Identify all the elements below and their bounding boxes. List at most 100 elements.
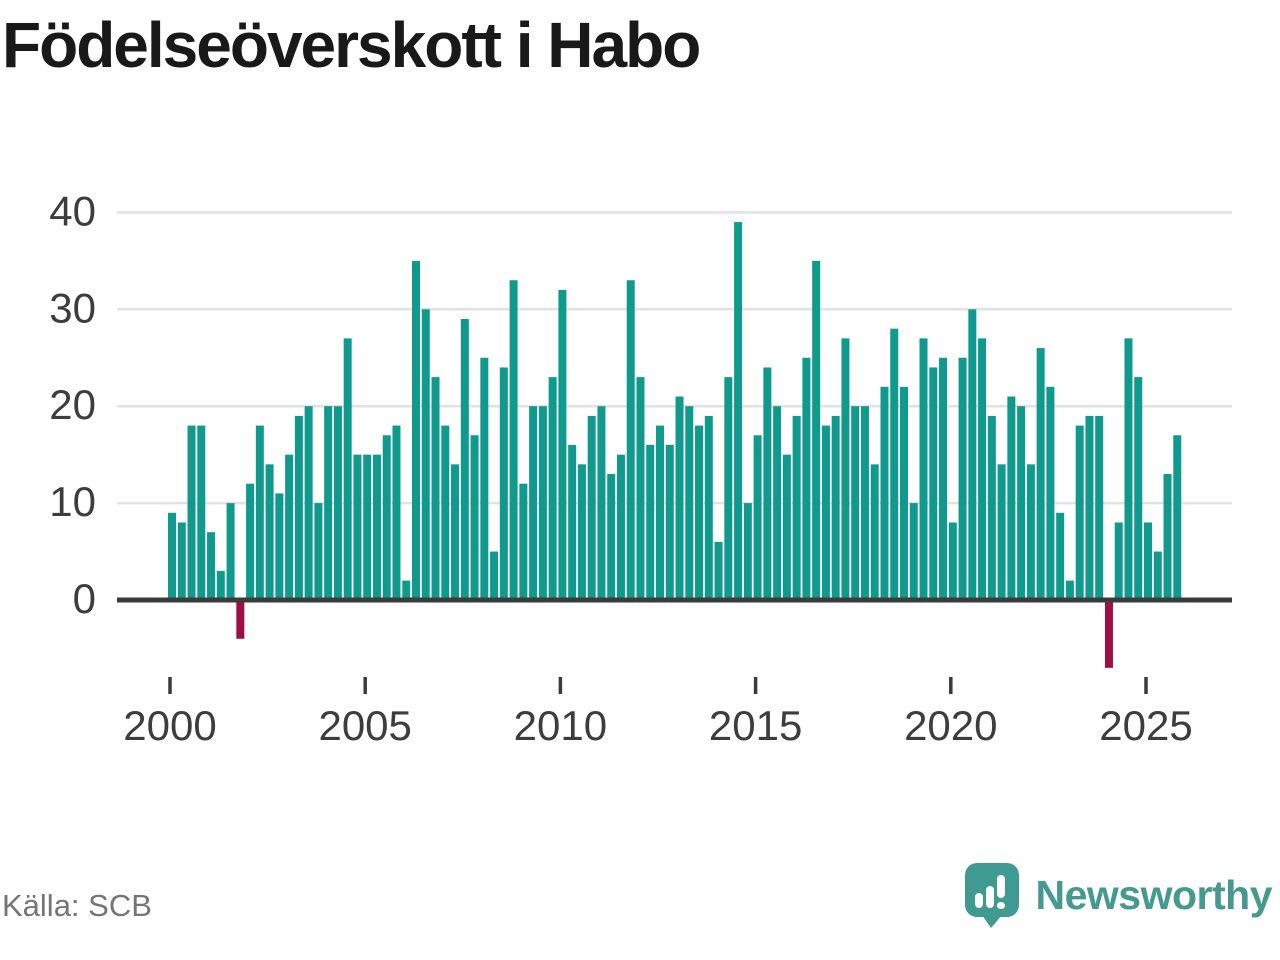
- bar-2002-Q4: [275, 493, 284, 600]
- bar-2013-Q1: [675, 396, 684, 600]
- bar-2003-Q1: [285, 454, 294, 600]
- bar-2002-Q3: [265, 464, 274, 600]
- bar-2008-Q1: [480, 357, 489, 600]
- bar-2016-Q1: [792, 415, 801, 600]
- bar-2001-Q2: [216, 570, 225, 600]
- bar-2000-Q2: [177, 522, 186, 600]
- bar-2018-Q2: [880, 386, 889, 600]
- bar-2018-Q4: [900, 386, 908, 600]
- bar-2006-Q1: [402, 580, 411, 600]
- bar-2025-Q4: [1173, 435, 1182, 600]
- bar-2000-Q3: [187, 425, 196, 600]
- bar-2011-Q2: [607, 474, 616, 600]
- bar-2004-Q1: [324, 406, 333, 600]
- bar-2016-Q4: [821, 425, 830, 600]
- bar-2006-Q4: [431, 377, 440, 600]
- bar-2019-Q1: [909, 503, 918, 600]
- x-tick-label-2010: 2010: [514, 702, 607, 749]
- bar-2001-Q4: [236, 602, 245, 639]
- bar-2005-Q4: [392, 425, 401, 600]
- bar-2006-Q3: [421, 309, 430, 600]
- bar-2023-Q1: [1065, 580, 1074, 600]
- bar-2004-Q4: [353, 454, 362, 600]
- bar-2017-Q1: [831, 415, 840, 600]
- x-tick-label-2025: 2025: [1099, 702, 1192, 749]
- bar-2017-Q2: [841, 338, 850, 600]
- bar-2012-Q1: [636, 377, 645, 600]
- bar-2015-Q1: [753, 435, 762, 600]
- bar-2009-Q1: [519, 483, 528, 600]
- bar-2007-Q3: [460, 318, 469, 600]
- y-tick-label-30: 30: [49, 284, 96, 331]
- bar-2023-Q4: [1095, 415, 1104, 600]
- newsworthy-bubble-icon: [964, 863, 1019, 928]
- bar-2010-Q2: [568, 444, 577, 600]
- bar-2008-Q4: [509, 280, 518, 600]
- bar-2006-Q2: [412, 260, 420, 600]
- bar-2011-Q3: [616, 454, 625, 600]
- bar-2020-Q1: [948, 522, 957, 600]
- bar-2015-Q3: [773, 406, 782, 600]
- x-tick-label-2015: 2015: [709, 702, 802, 749]
- bar-2004-Q2: [333, 406, 342, 600]
- bar-2021-Q2: [997, 464, 1006, 600]
- bar-2024-Q4: [1134, 377, 1143, 600]
- newsworthy-wordmark: Newsworthy: [1035, 871, 1273, 918]
- y-tick-label-0: 0: [73, 575, 96, 622]
- y-tick-label-20: 20: [49, 381, 96, 428]
- bar-2003-Q2: [294, 415, 303, 600]
- bar-2023-Q3: [1085, 415, 1094, 600]
- bar-2010-Q4: [587, 415, 596, 600]
- bar-2011-Q1: [597, 406, 606, 600]
- bar-2008-Q2: [490, 551, 499, 600]
- x-tick-label-2000: 2000: [123, 702, 216, 749]
- bar-2012-Q2: [646, 444, 655, 600]
- bar-2002-Q2: [255, 425, 264, 600]
- bar-2014-Q2: [724, 377, 733, 600]
- bar-2019-Q3: [929, 367, 938, 600]
- bar-2005-Q1: [363, 454, 372, 600]
- bar-2024-Q3: [1124, 338, 1133, 600]
- bar-2019-Q2: [919, 338, 928, 600]
- bar-2021-Q3: [1007, 396, 1016, 600]
- bar-2019-Q4: [939, 357, 948, 600]
- bar-2004-Q3: [343, 338, 352, 600]
- bar-2018-Q1: [870, 464, 879, 600]
- bar-2017-Q4: [860, 406, 869, 600]
- bar-2022-Q4: [1056, 512, 1065, 600]
- bar-2009-Q2: [529, 406, 538, 600]
- bar-2013-Q4: [704, 415, 713, 600]
- bar-2024-Q2: [1114, 522, 1123, 600]
- bar-2022-Q1: [1026, 464, 1035, 600]
- x-tick-label-2020: 2020: [904, 702, 997, 749]
- bar-2020-Q4: [978, 338, 987, 600]
- bar-2005-Q2: [372, 454, 381, 600]
- bar-2014-Q4: [743, 503, 752, 600]
- bar-2005-Q3: [382, 435, 391, 600]
- bar-2016-Q2: [802, 357, 811, 600]
- bar-2015-Q2: [763, 367, 772, 600]
- bar-2002-Q1: [246, 483, 255, 600]
- bar-2001-Q1: [207, 532, 216, 600]
- bar-2018-Q3: [890, 328, 899, 600]
- bar-2010-Q3: [577, 464, 586, 600]
- bar-2013-Q2: [685, 406, 694, 600]
- bar-2010-Q1: [558, 289, 567, 600]
- bar-2025-Q3: [1163, 474, 1172, 600]
- bar-2025-Q1: [1144, 522, 1152, 600]
- newsworthy-logo: Newsworthy: [964, 862, 1273, 928]
- bar-2013-Q3: [695, 425, 704, 600]
- bar-2011-Q4: [626, 280, 635, 600]
- bar-2016-Q3: [812, 260, 821, 600]
- bar-2021-Q1: [987, 415, 996, 600]
- bar-2020-Q3: [968, 309, 977, 600]
- bar-2003-Q4: [314, 503, 323, 600]
- y-tick-label-10: 10: [49, 478, 96, 525]
- bar-2025-Q2: [1153, 551, 1162, 600]
- bar-2001-Q3: [226, 503, 235, 600]
- bar-2015-Q4: [782, 454, 791, 600]
- bar-2012-Q4: [665, 444, 674, 600]
- bar-2009-Q3: [538, 406, 547, 600]
